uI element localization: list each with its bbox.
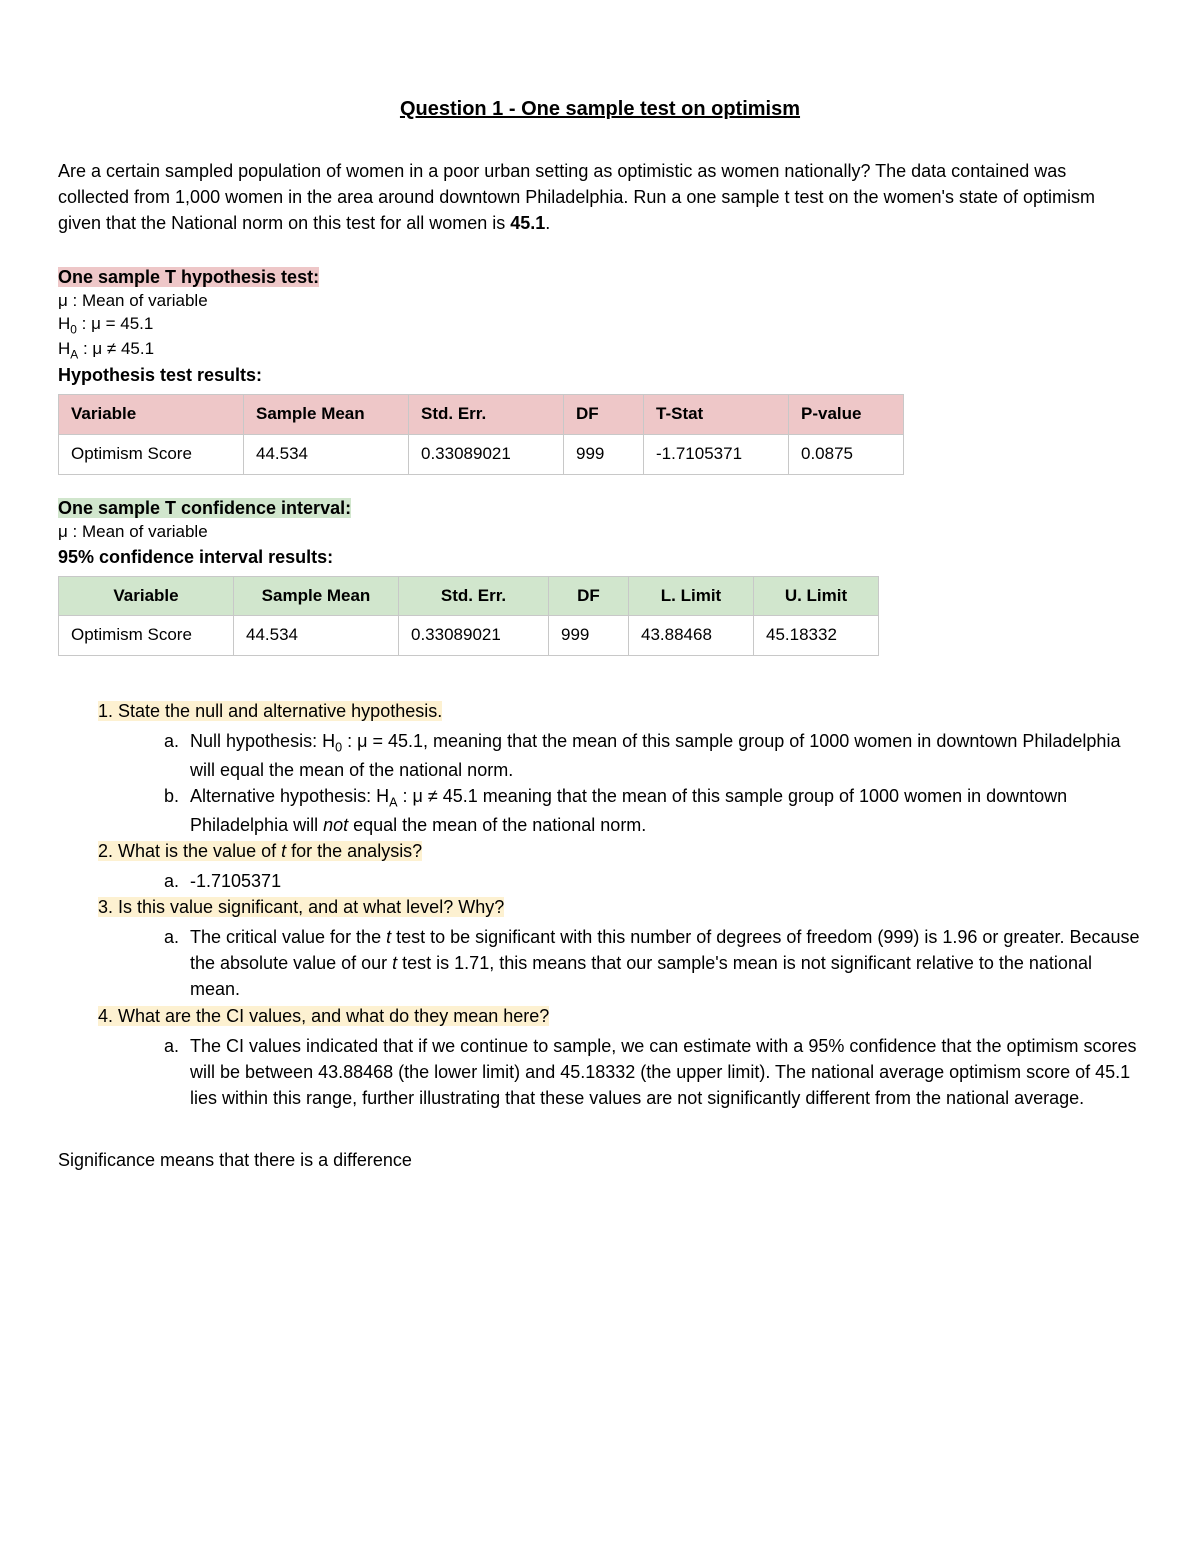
h0-sub: 0 [70,323,77,337]
ci-results-heading: 95% confidence interval results: [58,547,333,567]
mu-definition: μ : Mean of variable [58,290,1142,313]
ha-pre: H [58,339,70,358]
cell: 0.33089021 [399,616,549,656]
intro-bold-value: 45.1 [510,213,545,233]
q4a: a. The CI values indicated that if we co… [164,1033,1142,1111]
col-df: DF [549,576,629,616]
q3a-letter: a. [164,924,190,1002]
q1-sublist: a. Null hypothesis: H0 : μ = 45.1, meani… [164,728,1142,838]
col-df: DF [564,395,644,435]
q1b-ital: not [323,815,348,835]
q1b: b. Alternative hypothesis: HA : μ ≠ 45.1… [164,783,1142,838]
cell: 999 [564,434,644,474]
cell: -1.7105371 [644,434,789,474]
ha-line: HA : μ ≠ 45.1 [58,338,1142,362]
cell: 44.534 [244,434,409,474]
col-p-value: P-value [789,395,904,435]
intro-text: Are a certain sampled population of wome… [58,161,1095,233]
cell: Optimism Score [59,616,234,656]
page-title: Question 1 - One sample test on optimism [58,95,1142,124]
q1b-text: Alternative hypothesis: HA : μ ≠ 45.1 me… [190,783,1142,838]
ci-block: One sample T confidence interval: μ : Me… [58,495,1142,570]
q1b-sub: A [389,796,397,810]
q2a-text: -1.7105371 [190,868,1142,894]
question-2: 2. What is the value of t for the analys… [98,838,1142,864]
ha-post: : μ ≠ 45.1 [78,339,154,358]
qa-list: 1. State the null and alternative hypoth… [98,698,1142,1111]
ci-results-table: Variable Sample Mean Std. Err. DF L. Lim… [58,576,879,656]
col-u-limit: U. Limit [754,576,879,616]
q4-sublist: a. The CI values indicated that if we co… [164,1033,1142,1111]
col-l-limit: L. Limit [629,576,754,616]
hypothesis-results-table: Variable Sample Mean Std. Err. DF T-Stat… [58,394,904,474]
q2a-letter: a. [164,868,190,894]
cell: 43.88468 [629,616,754,656]
cell: 0.33089021 [409,434,564,474]
table-header-row: Variable Sample Mean Std. Err. DF T-Stat… [59,395,904,435]
col-t-stat: T-Stat [644,395,789,435]
hypothesis-results-heading: Hypothesis test results: [58,365,262,385]
ci-heading: One sample T confidence interval: [58,498,351,518]
q1b-letter: b. [164,783,190,838]
q2-sublist: a. -1.7105371 [164,868,1142,894]
intro-paragraph: Are a certain sampled population of wome… [58,158,1142,236]
cell: 999 [549,616,629,656]
q2a: a. -1.7105371 [164,868,1142,894]
q1a: a. Null hypothesis: H0 : μ = 45.1, meani… [164,728,1142,783]
q4a-text: The CI values indicated that if we conti… [190,1033,1142,1111]
q4-num: 4. [98,1006,118,1026]
q1a-pre: Null hypothesis: H [190,731,335,751]
intro-period: . [545,213,550,233]
q3a-text: The critical value for the t test to be … [190,924,1142,1002]
q3-text: Is this value significant, and at what l… [118,897,504,917]
mu-definition-2: μ : Mean of variable [58,521,1142,544]
col-std-err: Std. Err. [409,395,564,435]
h0-post: : μ = 45.1 [77,314,153,333]
table-row: Optimism Score 44.534 0.33089021 999 43.… [59,616,879,656]
table-row: Optimism Score 44.534 0.33089021 999 -1.… [59,434,904,474]
col-std-err: Std. Err. [399,576,549,616]
cell: 0.0875 [789,434,904,474]
q2-num: 2. [98,841,118,861]
cell: 44.534 [234,616,399,656]
question-1: 1. State the null and alternative hypoth… [98,698,1142,724]
q2-pre: What is the value of [118,841,281,861]
q4a-letter: a. [164,1033,190,1111]
significance-note: Significance means that there is a diffe… [58,1147,1142,1173]
cell: 45.18332 [754,616,879,656]
cell: Optimism Score [59,434,244,474]
q2-post: for the analysis? [286,841,422,861]
question-4: 4. What are the CI values, and what do t… [98,1003,1142,1029]
q1a-text: Null hypothesis: H0 : μ = 45.1, meaning … [190,728,1142,783]
q1-num: 1. [98,701,118,721]
col-sample-mean: Sample Mean [244,395,409,435]
q1-text: State the null and alternative hypothesi… [118,701,442,721]
col-sample-mean: Sample Mean [234,576,399,616]
question-3: 3. Is this value significant, and at wha… [98,894,1142,920]
q3a: a. The critical value for the t test to … [164,924,1142,1002]
q1a-letter: a. [164,728,190,783]
hypothesis-test-heading: One sample T hypothesis test: [58,267,319,287]
col-variable: Variable [59,576,234,616]
table-header-row: Variable Sample Mean Std. Err. DF L. Lim… [59,576,879,616]
hypothesis-test-block: One sample T hypothesis test: μ : Mean o… [58,264,1142,388]
q3-num: 3. [98,897,118,917]
col-variable: Variable [59,395,244,435]
h0-pre: H [58,314,70,333]
q3-sublist: a. The critical value for the t test to … [164,924,1142,1002]
q1b-pre: Alternative hypothesis: H [190,786,389,806]
q3a-pre: The critical value for the [190,927,386,947]
q1b-post: equal the mean of the national norm. [348,815,646,835]
h0-line: H0 : μ = 45.1 [58,313,1142,337]
q4-text: What are the CI values, and what do they… [118,1006,549,1026]
